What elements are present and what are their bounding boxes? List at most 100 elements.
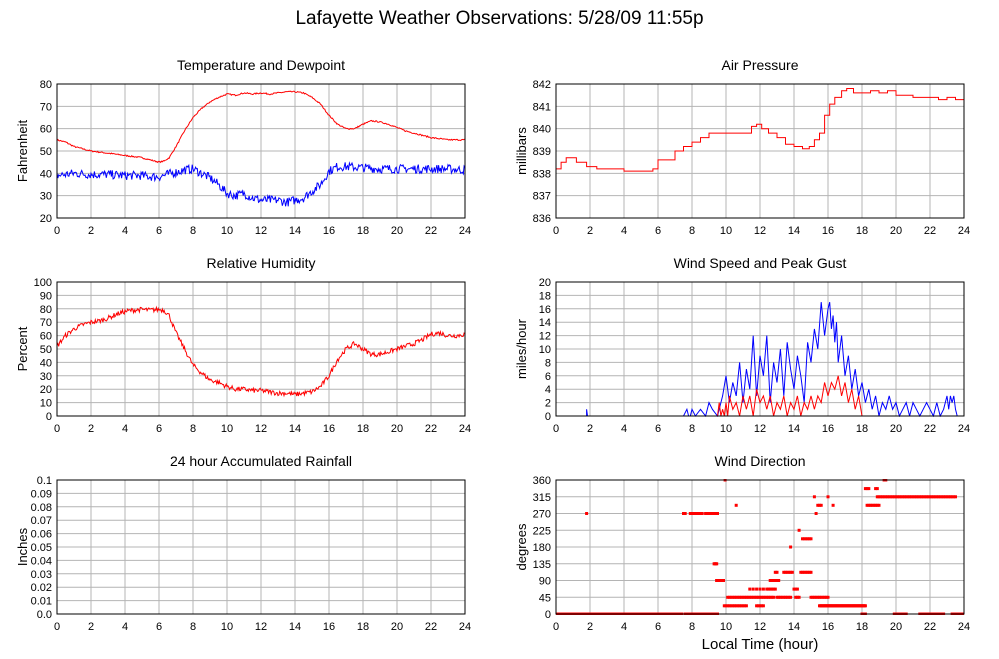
x-tick-label: 20 bbox=[890, 225, 902, 237]
direction-point bbox=[738, 604, 742, 608]
direction-point bbox=[831, 503, 835, 507]
direction-point bbox=[809, 537, 813, 541]
x-tick-label: 6 bbox=[655, 621, 661, 633]
direction-point bbox=[746, 595, 750, 599]
direction-point bbox=[884, 495, 888, 499]
direction-point bbox=[743, 604, 747, 608]
plot-frame bbox=[56, 83, 466, 219]
y-tick-label: 135 bbox=[533, 559, 551, 571]
direction-point bbox=[756, 604, 760, 608]
y-tick-label: 0 bbox=[46, 411, 52, 423]
direction-point bbox=[819, 503, 823, 507]
direction-point bbox=[874, 487, 878, 491]
x-tick-label: 10 bbox=[720, 621, 732, 633]
direction-point bbox=[870, 503, 874, 507]
series-line bbox=[57, 305, 465, 398]
direction-point bbox=[748, 587, 752, 591]
x-tick-label: 10 bbox=[720, 423, 732, 435]
x-tick-label: 24 bbox=[958, 621, 970, 633]
direction-point bbox=[790, 570, 794, 574]
direction-point bbox=[785, 570, 789, 574]
y-tick-label: 0.1 bbox=[37, 475, 52, 487]
direction-point bbox=[869, 503, 872, 507]
direction-point bbox=[758, 604, 762, 608]
y-tick-label: 20 bbox=[40, 213, 52, 225]
direction-point bbox=[804, 570, 808, 574]
x-tick-label: 20 bbox=[890, 621, 902, 633]
direction-point bbox=[818, 595, 821, 599]
direction-point bbox=[784, 570, 787, 574]
direction-point bbox=[772, 587, 776, 591]
x-tick-label: 20 bbox=[890, 423, 902, 435]
y-tick-label: 80 bbox=[40, 304, 52, 316]
x-tick-label: 16 bbox=[822, 225, 834, 237]
direction-point bbox=[784, 595, 787, 599]
x-tick-label: 0 bbox=[54, 621, 60, 633]
y-tick-label: 0.0 bbox=[37, 609, 52, 621]
direction-point bbox=[750, 595, 753, 599]
x-tick-label: 16 bbox=[323, 225, 335, 237]
series-line bbox=[556, 375, 964, 417]
direction-point bbox=[789, 570, 793, 574]
x-tick-label: 20 bbox=[391, 423, 403, 435]
y-tick-label: 180 bbox=[533, 542, 551, 554]
y-axis-label: Fahrenheit bbox=[15, 120, 30, 183]
direction-point bbox=[767, 595, 770, 599]
direction-point bbox=[901, 495, 905, 499]
y-tick-label: 10 bbox=[40, 398, 52, 410]
y-tick-label: 0.01 bbox=[31, 596, 52, 608]
direction-point bbox=[770, 587, 774, 591]
y-tick-label: 839 bbox=[533, 146, 551, 158]
direction-point bbox=[802, 537, 806, 541]
direction-point bbox=[865, 503, 869, 507]
x-tick-label: 6 bbox=[156, 423, 162, 435]
direction-point bbox=[697, 512, 701, 515]
x-tick-label: 12 bbox=[754, 621, 766, 633]
direction-point bbox=[874, 503, 878, 507]
direction-point bbox=[877, 503, 881, 507]
x-tick-label: 4 bbox=[122, 423, 128, 435]
x-tick-label: 22 bbox=[425, 621, 437, 633]
x-tick-label: 8 bbox=[190, 423, 196, 435]
x-tick-label: 4 bbox=[122, 621, 128, 633]
y-tick-label: 836 bbox=[533, 213, 551, 225]
direction-point bbox=[755, 604, 759, 608]
y-tick-label: 70 bbox=[40, 101, 52, 113]
y-tick-label: 6 bbox=[545, 371, 551, 383]
direction-point bbox=[727, 595, 731, 599]
direction-point bbox=[695, 512, 699, 515]
chart-title: 24 hour Accumulated Rainfall bbox=[170, 453, 352, 469]
plot-frame bbox=[555, 83, 965, 219]
direction-point bbox=[761, 604, 765, 608]
x-tick-label: 2 bbox=[587, 621, 593, 633]
direction-point bbox=[809, 570, 813, 574]
y-tick-label: 100 bbox=[34, 277, 52, 289]
direction-point bbox=[770, 579, 774, 582]
direction-point bbox=[865, 487, 869, 491]
y-tick-label: 0.09 bbox=[31, 488, 52, 500]
direction-point bbox=[741, 604, 745, 608]
series-line bbox=[556, 88, 964, 172]
x-tick-label: 12 bbox=[255, 225, 267, 237]
y-tick-label: 2 bbox=[545, 398, 551, 410]
direction-point bbox=[882, 495, 886, 499]
direction-point bbox=[722, 604, 726, 608]
direction-point bbox=[926, 495, 930, 499]
x-tick-label: 4 bbox=[621, 621, 627, 633]
direction-point bbox=[753, 595, 757, 599]
y-tick-label: 841 bbox=[533, 101, 551, 113]
y-tick-label: 12 bbox=[539, 331, 551, 343]
direction-point bbox=[921, 495, 925, 499]
direction-point bbox=[700, 512, 704, 515]
x-tick-label: 24 bbox=[459, 621, 471, 633]
direction-point bbox=[756, 595, 760, 599]
direction-point bbox=[826, 495, 830, 499]
direction-point bbox=[933, 495, 937, 499]
x-tick-label: 18 bbox=[856, 225, 868, 237]
y-tick-label: 20 bbox=[40, 384, 52, 396]
x-tick-label: 6 bbox=[156, 225, 162, 237]
direction-point bbox=[824, 595, 828, 599]
direction-point bbox=[733, 595, 736, 599]
direction-point bbox=[821, 595, 825, 599]
